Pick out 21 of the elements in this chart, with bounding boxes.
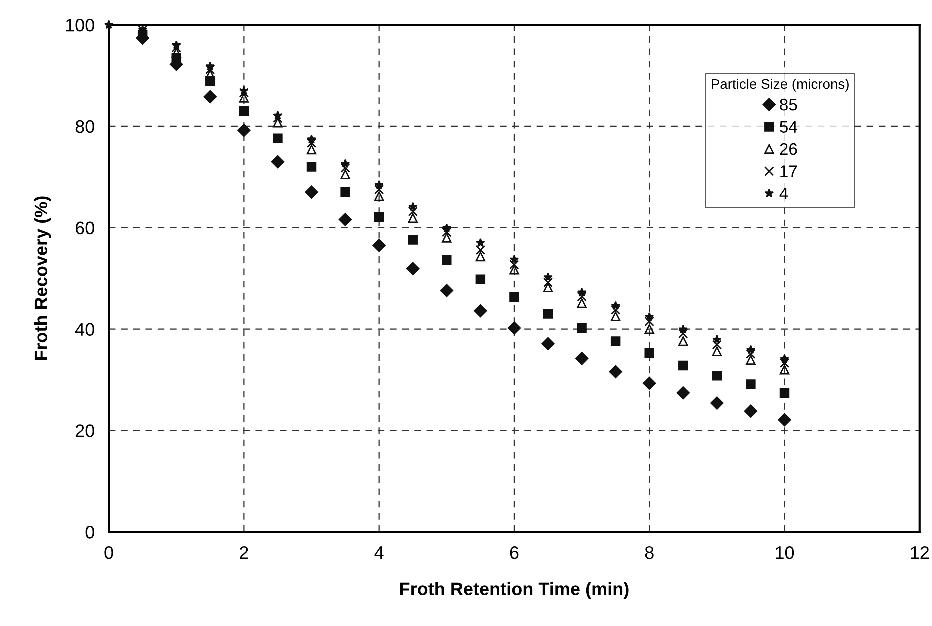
legend-label: 4 <box>780 188 788 200</box>
y-tick-label: 80 <box>76 120 94 134</box>
y-tick-label: 20 <box>76 424 94 438</box>
legend-label: 17 <box>780 166 798 178</box>
x-tick-label: 8 <box>645 546 654 560</box>
x-tick-label: 12 <box>911 546 930 560</box>
x-tick-label: 10 <box>776 546 794 560</box>
x-tick-label: 6 <box>510 546 519 560</box>
x-tick-label: 2 <box>240 546 248 560</box>
x-axis-title: Froth Retention Time (min) <box>400 582 629 600</box>
x-tick-label: 4 <box>374 546 384 560</box>
legend-title: Particle Size (microns) <box>712 78 849 92</box>
legend-label: 54 <box>780 121 798 133</box>
y-tick-label: 100 <box>66 18 94 32</box>
y-axis-title: Froth Recovery (%) <box>34 196 52 360</box>
x-tick-label: 0 <box>104 546 114 560</box>
y-tick-label: 40 <box>75 323 94 336</box>
legend-label: 85 <box>780 98 798 111</box>
y-tick-label: 60 <box>76 222 94 235</box>
y-tick-label: 0 <box>86 526 94 539</box>
legend-label: 26 <box>780 143 798 156</box>
